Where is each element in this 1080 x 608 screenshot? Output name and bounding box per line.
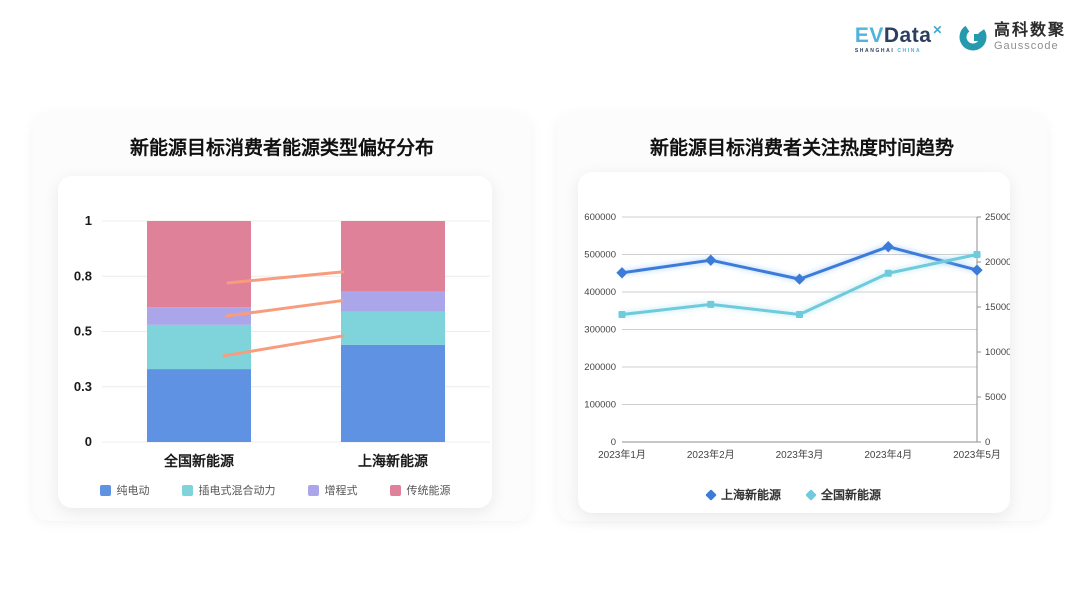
legend-swatch: [389, 484, 401, 496]
legend-item-traditional[interactable]: 传统能源: [389, 482, 451, 498]
x-axis-tick-label: 2023年2月: [687, 448, 735, 461]
category-label: 全国新能源: [163, 453, 234, 469]
legend-item-pure-electric[interactable]: 纯电动: [99, 482, 150, 498]
left-axis-tick-label: 0: [611, 437, 616, 448]
data-point: [707, 300, 715, 308]
right-axis-tick-label: 10000: [985, 347, 1010, 358]
evdata-logo: EVData✕ SHANGHAI CHINA: [854, 22, 943, 54]
connector-line: [222, 334, 345, 358]
y-axis-tick-label: 0.3: [74, 379, 92, 394]
preference-chart-legend: 纯电动 插电式混合动力 增程式 传统能源: [58, 482, 492, 498]
data-point: [705, 254, 717, 266]
preference-chart-card: 新能源目标消费者能源类型偏好分布 0 0.3 0.5 0.8 1 全国新能源 上海新能源 纯…: [33, 113, 531, 521]
left-axis-tick-label: 200000: [584, 362, 616, 373]
bar-segment: [341, 221, 445, 292]
gausscode-g-icon: [959, 23, 987, 51]
legend-item-erev[interactable]: 增程式: [307, 482, 358, 498]
left-axis-tick-label: 100000: [584, 400, 616, 411]
gausscode-en-name: Gausscode: [993, 39, 1059, 52]
data-point: [793, 273, 806, 285]
x-axis-tick-label: 2023年5月: [953, 448, 1001, 461]
left-axis-tick-label: 500000: [584, 250, 616, 261]
gausscode-cn-name: 高科数聚: [993, 22, 1066, 40]
data-point: [971, 264, 983, 276]
bar-segment: [341, 344, 445, 442]
evdata-data-text: Data: [883, 24, 932, 47]
data-point: [618, 311, 626, 318]
left-axis-tick-label: 300000: [584, 325, 616, 336]
y-axis-tick-label: 0: [85, 434, 92, 449]
legend-swatch: [99, 484, 111, 496]
data-point: [616, 267, 628, 279]
y-axis-tick-label: 0.8: [74, 268, 92, 283]
x-axis-tick-label: 2023年4月: [864, 448, 912, 461]
legend-swatch: [307, 484, 319, 496]
y-axis-tick-label: 1: [85, 213, 92, 228]
preference-chart-panel: 0 0.3 0.5 0.8 1 全国新能源 上海新能源 纯电动 插电式混合动力 增程式 传统…: [58, 176, 492, 508]
header-logos: EVData✕ SHANGHAI CHINA 高科数聚 Gausscode: [855, 22, 1066, 54]
trend-chart-svg: 0 100000 200000 300000 400000 500000 600000 0 50…: [584, 212, 1011, 461]
gausscode-logo: 高科数聚 Gausscode: [958, 22, 1066, 52]
category-label: 上海新能源: [358, 453, 428, 469]
evdata-x-icon: ✕: [932, 23, 943, 37]
right-axis-tick-label: 15000: [985, 302, 1010, 313]
evdata-ev-text: EV: [854, 24, 884, 47]
legend-diamond-marker: [705, 488, 717, 501]
right-axis-tick-label: 5000: [985, 392, 1006, 403]
legend-item-phev[interactable]: 插电式混合动力: [181, 482, 276, 498]
left-axis-tick-label: 600000: [584, 212, 616, 223]
data-point: [882, 241, 894, 253]
legend-swatch: [181, 484, 193, 496]
data-point: [884, 269, 892, 277]
x-axis-tick-label: 2023年1月: [598, 448, 646, 461]
preference-chart-svg: 0 0.3 0.5 0.8 1 全国新能源 上海新能源: [74, 213, 490, 469]
bar-segment: [341, 291, 445, 312]
right-axis-tick-label: 25000: [985, 212, 1010, 223]
bar-segment: [147, 221, 251, 308]
right-axis-tick-label: 0: [985, 437, 990, 448]
evdata-tagline: SHANGHAI CHINA: [854, 48, 922, 54]
legend-item-national[interactable]: 全国新能源: [805, 486, 881, 503]
connector-line: [224, 299, 345, 318]
bar-segment: [147, 369, 251, 442]
bar-segment: [341, 311, 445, 345]
trend-chart-panel: 0 100000 200000 300000 400000 500000 600000 0 50…: [578, 172, 1011, 513]
y-axis-tick-label: 0.5: [74, 324, 92, 339]
data-point: [796, 311, 803, 318]
trend-chart-title: 新能源目标消费者关注热度时间趋势: [649, 138, 954, 159]
connector-line: [226, 270, 345, 285]
legend-item-shanghai[interactable]: 上海新能源: [705, 486, 781, 503]
trend-chart-legend: 上海新能源 全国新能源: [578, 486, 1010, 503]
data-point: [973, 251, 981, 258]
evdata-wordmark: EVData✕: [854, 23, 943, 47]
left-axis-tick-label: 400000: [584, 287, 616, 298]
bar-segment: [147, 307, 251, 325]
right-axis-tick-label: 20000: [985, 257, 1010, 268]
legend-diamond-marker: [805, 488, 817, 501]
bar-segment: [147, 324, 251, 370]
trend-chart-card: 新能源目标消费者关注热度时间趋势 0 100000 200000 300000 4000…: [557, 113, 1047, 521]
preference-chart-title: 新能源目标消费者能源类型偏好分布: [129, 138, 434, 159]
x-axis-tick-label: 2023年3月: [776, 448, 824, 461]
